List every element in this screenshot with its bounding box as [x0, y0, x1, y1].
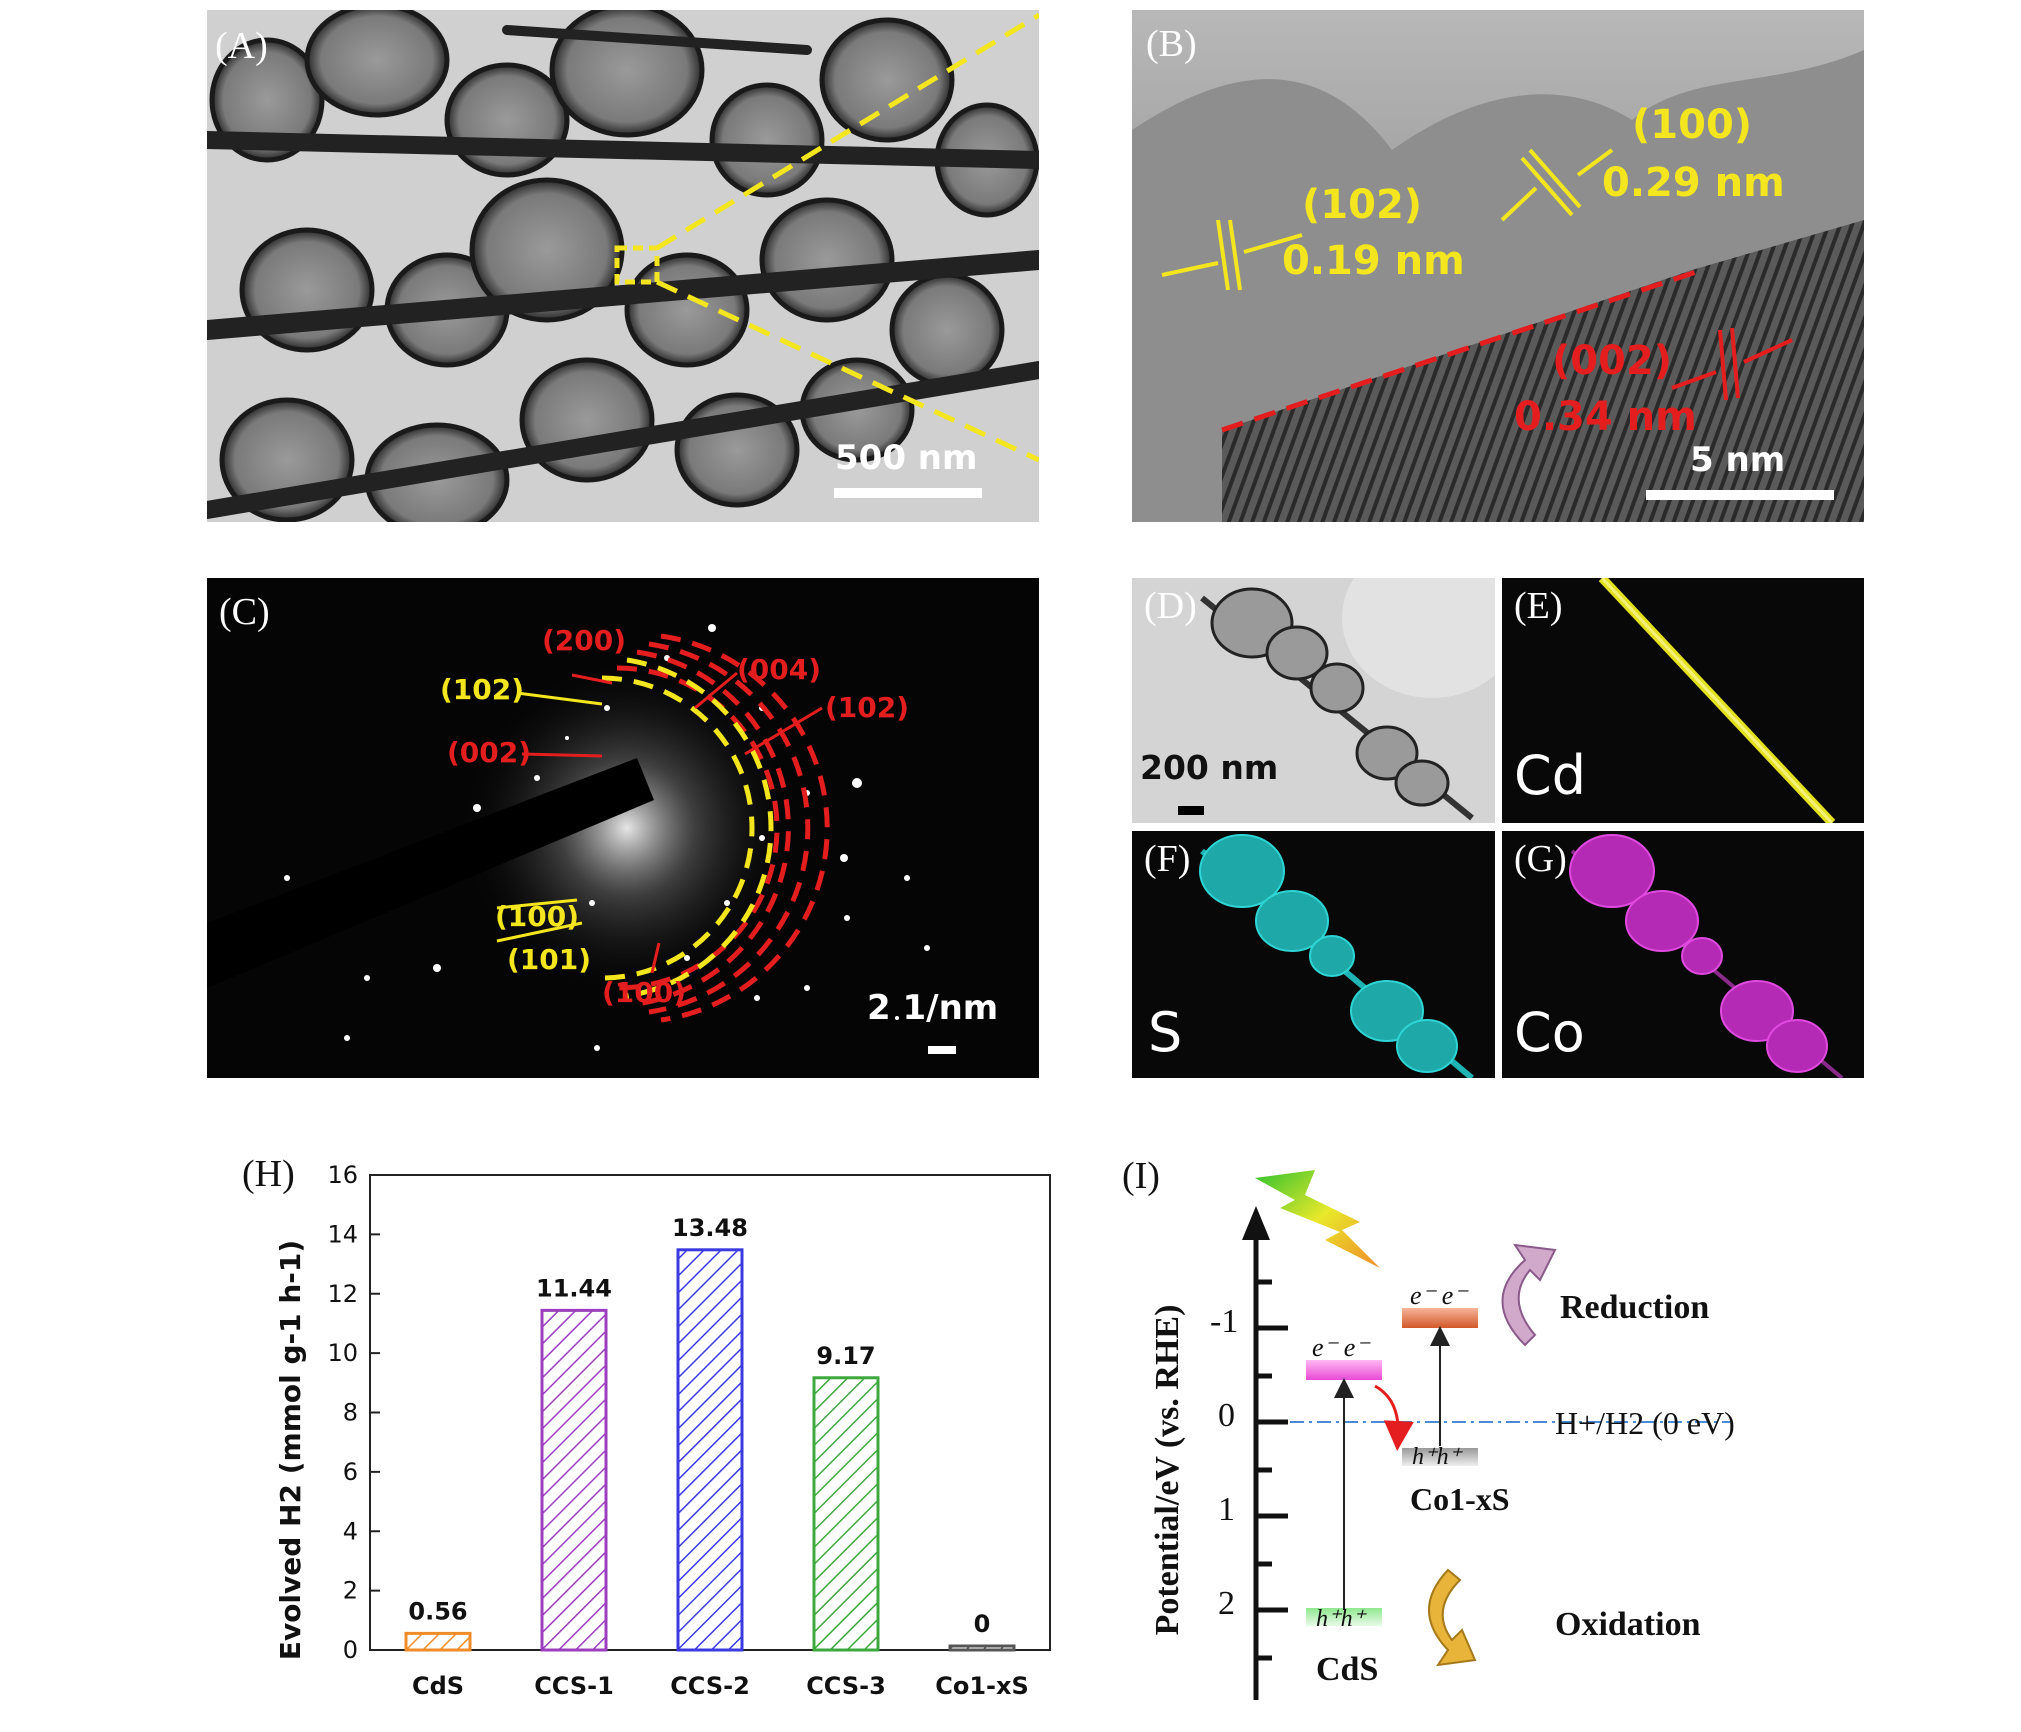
panel-b-scale-text: 5 nm	[1690, 440, 1786, 480]
reduction-arrow-icon	[1501, 1243, 1557, 1347]
hrtem-lattice-illustration	[1132, 10, 1864, 522]
fringe-102-plane: (102)	[1302, 182, 1423, 228]
single-wire-illustration	[1200, 578, 1495, 821]
co-map-illustration	[1569, 834, 1844, 1078]
panel-i-band-diagram: -1 0 1 2 Potential/eV (vs. RHE) e⁻ e⁻ e⁻…	[1122, 1140, 1900, 1720]
panel-h-bar-chart: 0 2 4 6 8 10 12 14 16 0.56 CdS 11.44 CCS-1 13.48 CCS-2…	[260, 1150, 1060, 1710]
y-tick-label: 4	[343, 1517, 358, 1545]
reference-level-label: H+/H2 (0 eV)	[1555, 1405, 1735, 1441]
x-category-label: CCS-2	[670, 1672, 750, 1700]
saed-rings-illustration	[207, 624, 930, 1051]
bar-ccs-3	[812, 1376, 880, 1652]
s-element-label: S	[1148, 1001, 1183, 1064]
cds-electrons: e⁻ e⁻	[1312, 1333, 1371, 1362]
co-element-label: Co	[1514, 1001, 1585, 1064]
panel-b-label: (B)	[1146, 23, 1197, 65]
h2-evolution-chart: 0 2 4 6 8 10 12 14 16 0.56 CdS 11.44 CCS-1 13.48 CCS-2…	[274, 1161, 1051, 1700]
panel-c-saed-pattern: (C) (200) (102) (004) (102) (002) (100) …	[207, 578, 1039, 1078]
panel-b-scale-bar	[1646, 490, 1834, 500]
panel-e-label: (E)	[1514, 585, 1563, 627]
bar-value-label: 11.44	[536, 1274, 612, 1302]
panel-g-label: (G)	[1514, 838, 1567, 880]
ring-102-yellow-label: (102)	[440, 673, 525, 706]
y-tick-label: 14	[327, 1220, 358, 1248]
co1xs-holes: h⁺h⁺	[1412, 1444, 1464, 1470]
y-tick-label: 12	[327, 1280, 358, 1308]
y-tick-label: 6	[343, 1458, 358, 1486]
x-category-label: CCS-1	[534, 1672, 614, 1700]
panel-a-tem-image: (A) 500 nm	[207, 10, 1039, 522]
y-tick-label: 0	[343, 1636, 358, 1664]
panel-f-label: (F)	[1144, 838, 1191, 880]
y-tick-label: 2	[343, 1577, 358, 1605]
fringe-002-plane: (002)	[1552, 338, 1673, 384]
oxidation-label: Oxidation	[1555, 1606, 1701, 1643]
bar-value-label: 0.56	[408, 1597, 467, 1625]
panel-i-label: (I)	[1122, 1155, 1160, 1197]
reduction-label: Reduction	[1560, 1289, 1709, 1326]
ring-100-yellow-label: (100)	[495, 900, 580, 933]
bar-value-label: 9.17	[816, 1342, 875, 1370]
x-category-label: Co1-xS	[935, 1672, 1029, 1700]
panel-a-scale-bar	[834, 488, 982, 498]
panel-d-scale-bar	[1178, 806, 1204, 815]
cd-map-illustration	[1598, 578, 1836, 823]
co1xs-electrons: e⁻ e⁻	[1410, 1281, 1469, 1310]
bar-co1-xs	[948, 1644, 1016, 1652]
panel-f-s-map: (F) S	[1132, 831, 1495, 1078]
ring-002-label: (002)	[447, 736, 532, 769]
panel-d-label: (D)	[1144, 585, 1197, 627]
y-tick-label: 16	[327, 1161, 358, 1189]
panel-c-scale-text: 2 1/nm	[867, 988, 999, 1028]
y-tick-label: 10	[327, 1339, 358, 1367]
tem-nanowires-illustration	[207, 10, 1039, 522]
fringe-002-spacing: 0.34 nm	[1514, 394, 1697, 440]
panel-b-hrtem-image: (B) (102) 0.19 nm (100) 0.29 nm (002) 0.…	[1132, 10, 1864, 522]
chart-y-axis-label: Evolved H2 (mmol g-1 h-1)	[274, 1240, 307, 1660]
bar-value-label: 13.48	[672, 1214, 748, 1242]
panel-g-co-map: (G) Co	[1502, 831, 1864, 1078]
tick-2: 2	[1218, 1585, 1235, 1622]
light-bolt-icon	[1255, 1170, 1380, 1268]
panel-d-scale-text: 200 nm	[1140, 748, 1279, 787]
x-category-label: CdS	[412, 1672, 464, 1700]
cd-element-label: Cd	[1514, 744, 1586, 807]
y-tick-label: 8	[343, 1399, 358, 1427]
x-category-label: CCS-3	[806, 1672, 886, 1700]
panel-a-scale-text: 500 nm	[835, 438, 978, 478]
bar-ccs-1	[540, 1308, 608, 1652]
co1xs-label: Co1-xS	[1410, 1481, 1510, 1517]
panel-d-tem-single-wire: (D) 200 nm	[1132, 578, 1495, 823]
tick-minus-1: -1	[1210, 1303, 1238, 1340]
bar-cds	[404, 1631, 472, 1652]
ring-101-yellow-label: (101)	[507, 943, 592, 976]
panel-a-label: (A)	[215, 25, 268, 67]
fringe-102-spacing: 0.19 nm	[1282, 238, 1465, 284]
bar-ccs-2	[676, 1248, 744, 1652]
potential-axis-label: Potential/eV (vs. RHE)	[1149, 1305, 1186, 1636]
fringe-100-spacing: 0.29 nm	[1602, 160, 1785, 206]
band-alignment-diagram: -1 0 1 2 Potential/eV (vs. RHE) e⁻ e⁻ e⁻…	[1149, 1170, 1735, 1700]
ring-100-red-label: (100)	[602, 976, 687, 1009]
s-map-illustration	[1199, 834, 1474, 1078]
oxidation-arrow-icon	[1428, 1568, 1477, 1667]
fringe-100-plane: (100)	[1632, 102, 1753, 148]
panel-c-label: (C)	[219, 591, 270, 633]
bar-value-label: 0	[974, 1610, 991, 1638]
ring-102-red-label: (102)	[825, 691, 910, 724]
panel-h-label: (H)	[242, 1153, 295, 1195]
ring-200-label: (200)	[542, 624, 627, 657]
cds-label: CdS	[1316, 1651, 1378, 1688]
cds-holes: h⁺h⁺	[1316, 1606, 1368, 1632]
tick-1: 1	[1218, 1491, 1235, 1528]
panel-e-cd-map: (E) Cd	[1502, 578, 1864, 823]
tick-0: 0	[1218, 1397, 1235, 1434]
panel-c-scale-bar	[928, 1046, 956, 1054]
ring-004-label: (004)	[737, 653, 822, 686]
